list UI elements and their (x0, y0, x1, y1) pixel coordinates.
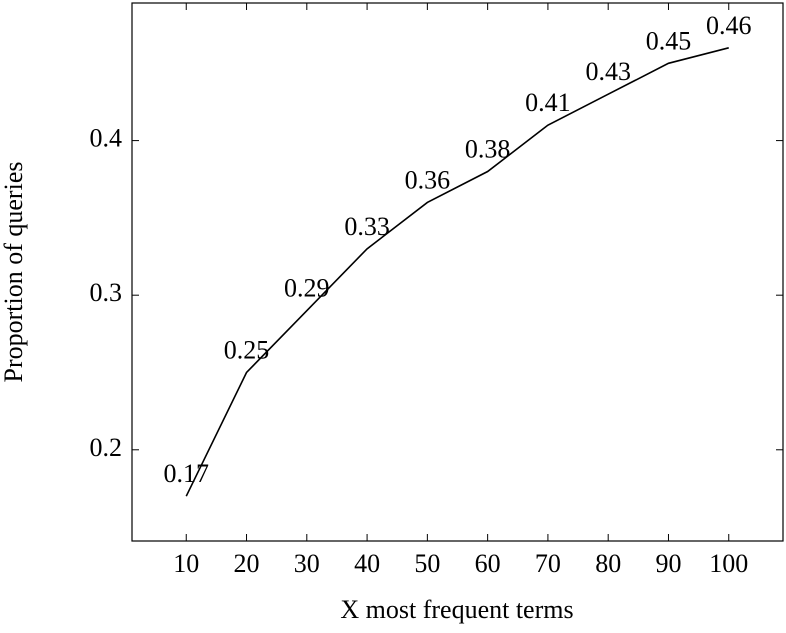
data-label: 0.43 (585, 57, 631, 86)
line (185, 47, 729, 497)
data-label: 0.46 (706, 11, 752, 40)
y-tick-label: 0.2 (90, 433, 123, 462)
x-tick-label: 70 (535, 549, 561, 578)
x-tick-label: 40 (354, 549, 380, 578)
y-tick-label: 0.4 (90, 124, 123, 153)
data-label: 0.25 (224, 335, 270, 364)
x-tick-label: 60 (475, 549, 501, 578)
x-tick-label: 90 (655, 549, 681, 578)
data-label: 0.41 (525, 88, 571, 117)
data-label: 0.38 (465, 134, 511, 163)
y-axis-label: Proportion of queries (0, 162, 28, 383)
data-label: 0.29 (284, 274, 330, 303)
data-label: 0.45 (646, 26, 692, 55)
x-axis-label: X most frequent terms (340, 595, 573, 624)
data-label: 0.17 (164, 459, 210, 488)
x-tick-label: 10 (173, 549, 199, 578)
data-label: 0.33 (344, 212, 390, 241)
x-tick-label: 30 (294, 549, 320, 578)
plot-frame (131, 2, 784, 542)
x-tick-label: 80 (595, 549, 621, 578)
x-tick-label: 50 (414, 549, 440, 578)
data-label: 0.36 (405, 165, 451, 194)
x-tick-label: 20 (234, 549, 260, 578)
y-tick-label: 0.3 (90, 278, 123, 307)
x-tick-label: 100 (709, 549, 748, 578)
